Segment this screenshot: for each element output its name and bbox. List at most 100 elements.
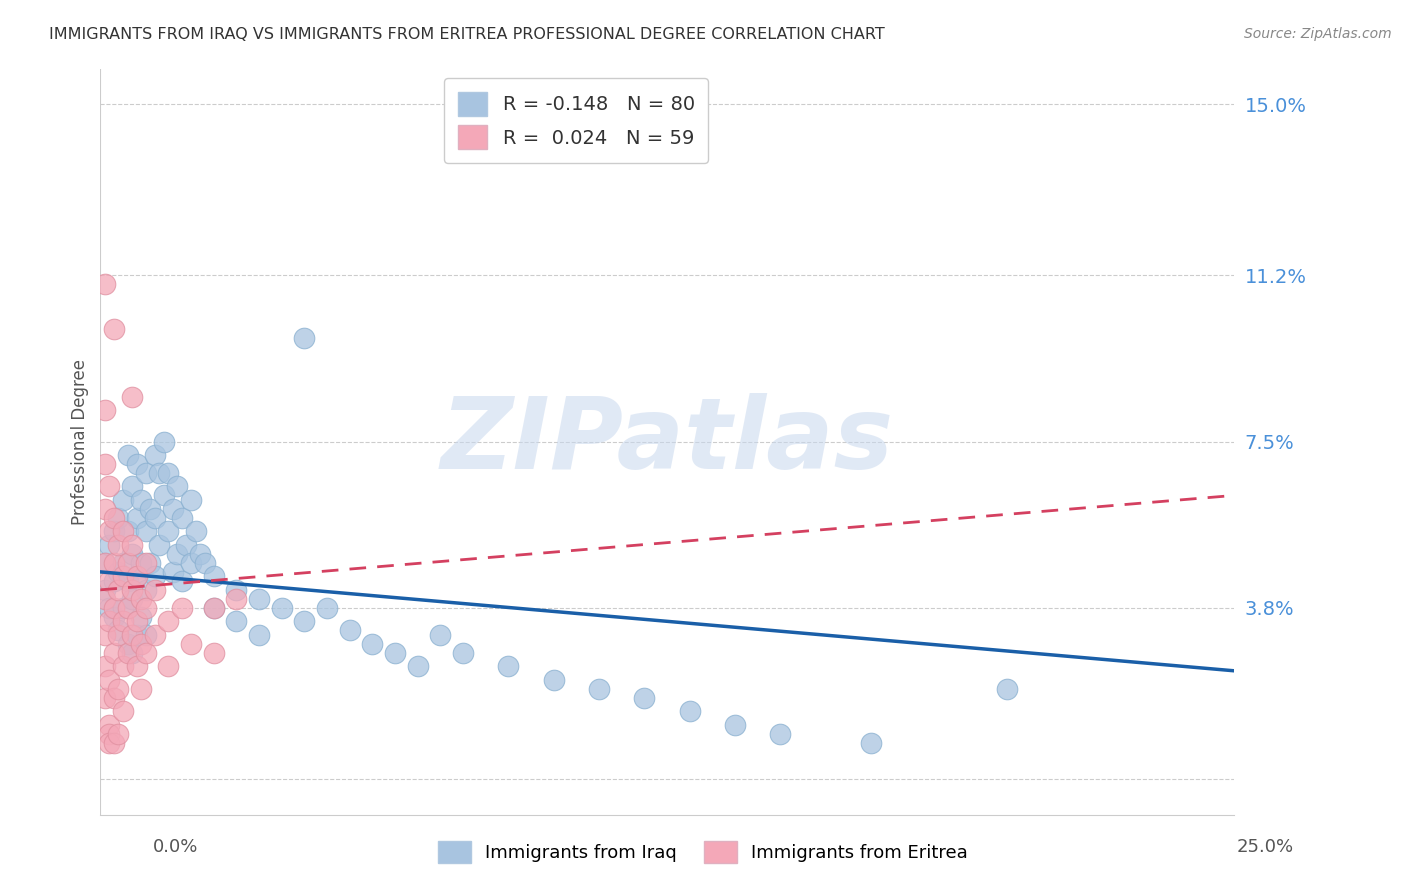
Point [125,628,148,642]
Point [225,591,247,606]
Point [292,331,315,345]
Point [117,646,139,660]
Point [98,574,121,588]
Point [121,628,143,642]
Text: Source: ZipAtlas.com: Source: ZipAtlas.com [1244,27,1392,41]
Point [157,659,180,673]
Point [107,565,129,579]
Point [103,646,125,660]
Point [143,628,166,642]
Point [103,524,125,539]
Point [135,628,157,642]
Point [103,609,125,624]
Point [166,479,188,493]
Legend: R = -0.148   N = 80, R =  0.024   N = 59: R = -0.148 N = 80, R = 0.024 N = 59 [444,78,709,162]
Point [94,403,117,417]
Point [129,556,152,570]
Point [135,556,157,570]
Point [125,569,148,583]
Point [111,569,134,583]
Text: IMMIGRANTS FROM IRAQ VS IMMIGRANTS FROM ERITREA PROFESSIONAL DEGREE CORRELATION : IMMIGRANTS FROM IRAQ VS IMMIGRANTS FROM … [49,27,884,42]
Point [180,492,202,507]
Point [270,600,292,615]
Point [162,565,184,579]
Point [125,615,148,629]
Point [148,538,170,552]
Point [135,600,157,615]
Point [451,646,474,660]
Point [103,736,125,750]
Point [135,582,157,597]
Text: ZIPatlas: ZIPatlas [440,393,893,490]
Point [121,646,143,660]
Point [111,615,134,629]
Point [107,726,129,740]
Point [94,556,117,570]
Point [202,569,225,583]
Point [995,681,1018,696]
Point [121,538,143,552]
Point [98,615,121,629]
Legend: Immigrants from Iraq, Immigrants from Eritrea: Immigrants from Iraq, Immigrants from Er… [427,830,979,874]
Point [94,582,117,597]
Point [94,690,117,705]
Point [316,600,339,615]
Point [117,524,139,539]
Point [117,448,139,462]
Point [139,502,162,516]
Point [107,511,129,525]
Point [162,502,184,516]
Point [125,457,148,471]
Point [292,615,315,629]
Point [129,609,152,624]
Point [111,659,134,673]
Point [176,538,198,552]
Point [339,624,361,638]
Point [117,556,139,570]
Point [170,574,193,588]
Point [129,681,152,696]
Point [129,637,152,651]
Point [94,502,117,516]
Point [94,277,117,292]
Point [153,434,176,449]
Point [769,726,792,740]
Point [107,582,129,597]
Point [125,569,148,583]
Point [98,717,121,731]
Point [98,479,121,493]
Point [170,600,193,615]
Point [166,547,188,561]
Point [170,511,193,525]
Point [125,659,148,673]
Point [180,637,202,651]
Point [107,538,129,552]
Point [678,704,700,718]
Point [148,466,170,480]
Point [202,646,225,660]
Point [111,524,134,539]
Point [103,322,125,336]
Point [143,511,166,525]
Point [103,574,125,588]
Point [225,615,247,629]
Point [117,600,139,615]
Point [117,574,139,588]
Point [129,492,152,507]
Point [202,600,225,615]
Point [121,390,143,404]
Point [188,547,211,561]
Point [98,524,121,539]
Point [384,646,406,660]
Point [94,556,117,570]
Point [139,556,162,570]
Point [103,690,125,705]
Point [135,646,157,660]
Point [121,591,143,606]
Point [98,726,121,740]
Point [121,547,143,561]
Point [111,556,134,570]
Point [180,556,202,570]
Point [361,637,384,651]
Point [103,600,125,615]
